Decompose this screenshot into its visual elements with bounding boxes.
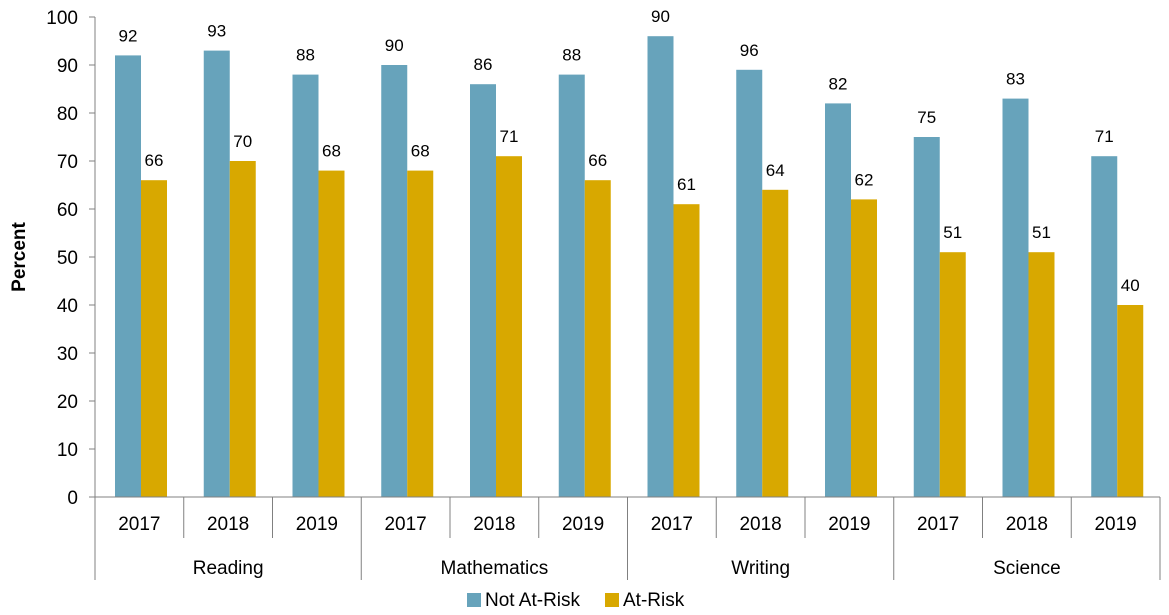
bar-not-at-risk-2	[292, 74, 319, 497]
bar-not-at-risk-10	[1002, 98, 1029, 497]
legend-swatch	[467, 593, 481, 607]
bar-at-risk-7	[762, 189, 789, 498]
x-tick-label-year: 2018	[207, 514, 249, 535]
bar-value-label: 66	[145, 151, 164, 170]
y-tick-label: 40	[57, 296, 78, 317]
bar-not-at-risk-3	[381, 65, 408, 497]
y-tick-label: 30	[57, 344, 78, 365]
bar-at-risk-8	[851, 199, 877, 497]
bar-at-risk-9	[939, 252, 966, 497]
y-tick-label: 90	[57, 56, 78, 77]
bar-at-risk-10	[1028, 252, 1055, 497]
bar-not-at-risk-6	[647, 36, 674, 497]
y-tick-label: 60	[57, 200, 78, 221]
bar-value-label: 86	[474, 55, 493, 74]
bar-value-label: 71	[500, 127, 519, 146]
bar-not-at-risk-0	[115, 55, 141, 498]
bar-value-label: 64	[766, 161, 785, 180]
bar-at-risk-6	[673, 204, 700, 497]
bar-value-label: 90	[385, 36, 404, 55]
legend: Not At-Risk At-Risk	[467, 590, 685, 611]
bar-not-at-risk-5	[558, 74, 585, 497]
bar-at-risk-5	[584, 180, 611, 497]
legend-label: Not At-Risk	[485, 590, 581, 611]
bar-at-risk-3	[407, 170, 434, 497]
x-tick-label-year: 2017	[384, 514, 426, 535]
x-tick-label-year: 2017	[118, 514, 160, 535]
x-tick-label-year: 2017	[651, 514, 693, 535]
bar-not-at-risk-9	[913, 137, 940, 497]
bar-value-label: 51	[943, 223, 962, 242]
y-axis-label: Percent	[9, 221, 30, 291]
y-tick-label: 0	[67, 488, 78, 509]
legend-label: At-Risk	[623, 590, 685, 611]
y-tick-label: 70	[57, 152, 78, 173]
bar-not-at-risk-8	[825, 103, 851, 498]
bar-not-at-risk-11	[1091, 156, 1118, 497]
bar-value-label: 83	[1006, 70, 1025, 89]
bar-value-label: 96	[740, 41, 759, 60]
y-tick-label: 10	[57, 440, 78, 461]
x-group-label: Writing	[731, 558, 790, 579]
legend-swatch	[605, 593, 619, 607]
y-tick-label: 80	[57, 104, 78, 125]
bar-at-risk-4	[496, 156, 522, 497]
bars	[115, 36, 1144, 498]
bar-at-risk-11	[1117, 305, 1144, 497]
y-tick-label: 100	[46, 8, 78, 29]
x-tick-label-year: 2019	[562, 514, 604, 535]
bar-value-label: 88	[296, 46, 315, 65]
bar-value-label: 61	[677, 175, 696, 194]
x-tick-label-year: 2017	[917, 514, 959, 535]
bar-value-label: 82	[829, 74, 848, 93]
y-tick-label: 20	[57, 392, 78, 413]
x-tick-label-year: 2018	[473, 514, 515, 535]
bar-value-label: 66	[588, 151, 607, 170]
x-tick-label-year: 2018	[739, 514, 781, 535]
bar-value-label: 88	[562, 46, 581, 65]
x-group-label: Reading	[193, 558, 264, 579]
bar-not-at-risk-4	[470, 84, 496, 497]
bar-value-label: 68	[411, 142, 430, 161]
bar-value-label: 51	[1032, 223, 1051, 242]
x-tick-label-year: 2019	[1094, 514, 1136, 535]
bar-value-label: 70	[233, 132, 252, 151]
x-group-label: Mathematics	[441, 558, 549, 579]
x-tick-label-year: 2019	[296, 514, 338, 535]
bar-value-label: 92	[119, 26, 138, 45]
y-axis-ticks: 0 10 20 30 40 50 60 70 80 90 100	[46, 8, 95, 509]
bar-not-at-risk-1	[203, 50, 230, 497]
x-group-label: Science	[993, 558, 1061, 579]
x-axis-labels: 2017 2018 2019 Reading 2017 2018 2019 Mathemati…	[118, 514, 1137, 579]
bar-at-risk-0	[141, 180, 167, 497]
bar-value-label: 93	[207, 22, 226, 41]
x-tick-label-year: 2019	[828, 514, 870, 535]
x-tick-label-year: 2018	[1006, 514, 1048, 535]
bar-value-label: 75	[917, 108, 936, 127]
axes	[94, 17, 1161, 580]
bar-at-risk-1	[229, 161, 256, 497]
bar-value-label: 90	[651, 7, 670, 26]
value-labels: 92 93 88 90 86 88 90 96 82 75 83 71 66 70 68 68 71 66 61 64…	[119, 7, 1140, 295]
bar-at-risk-2	[318, 170, 345, 497]
bar-value-label: 71	[1095, 127, 1114, 146]
bar-not-at-risk-7	[736, 69, 763, 498]
bar-value-label: 68	[322, 142, 341, 161]
bar-value-label: 40	[1121, 276, 1140, 295]
bar-value-label: 62	[855, 170, 874, 189]
y-tick-label: 50	[57, 248, 78, 269]
